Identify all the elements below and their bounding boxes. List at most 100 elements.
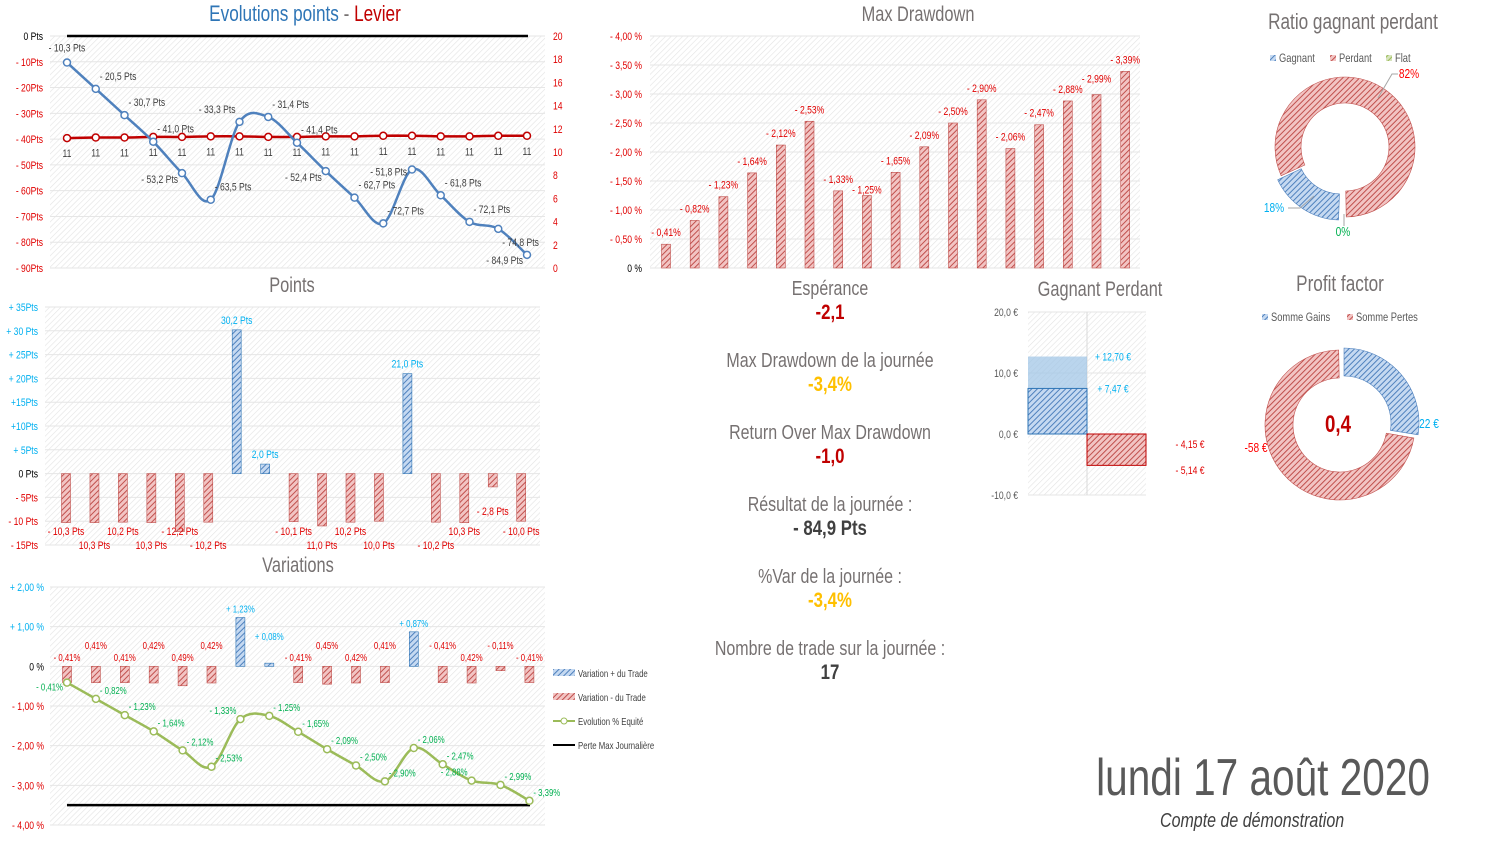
y-tick-label: 10,0 € bbox=[994, 368, 1018, 380]
y2-tick-label: 14 bbox=[553, 101, 563, 113]
legend-item: Evolution % Equité bbox=[553, 716, 643, 727]
points-data-label: - 61,8 Pts bbox=[445, 177, 482, 189]
points-data-label: - 72,7 Pts bbox=[387, 205, 424, 217]
loss-bar bbox=[118, 473, 128, 523]
points-chart: Points + 35Pts + 30 Pts + 25Pts + 20Pts +15Pt… bbox=[6, 273, 540, 552]
bar-data-label: - 0,41% bbox=[516, 652, 543, 663]
points-data-label: - 74,8 Pts bbox=[502, 237, 539, 249]
slice-pertes bbox=[1264, 349, 1415, 501]
chart-title: Ratio gagnant perdant bbox=[1268, 10, 1438, 35]
drawdown-bar bbox=[919, 146, 930, 269]
leverage-label: 11 bbox=[379, 146, 388, 158]
drawdown-bar bbox=[804, 120, 815, 269]
leverage-point bbox=[494, 131, 503, 141]
bar-data-label: - 1,65% bbox=[881, 155, 911, 167]
y-tick-label: + 5Pts bbox=[13, 445, 38, 457]
bar-data-label: - 5,14 € bbox=[1175, 465, 1205, 477]
loss-bar bbox=[89, 473, 100, 523]
bar-data-label: - 1,23% bbox=[709, 180, 739, 192]
leverage-label: 11 bbox=[63, 148, 72, 160]
leverage-label: 11 bbox=[264, 147, 273, 159]
y-tick-label: - 3,00 % bbox=[610, 89, 642, 101]
points-marker bbox=[206, 195, 215, 204]
slice-label: 82% bbox=[1399, 67, 1419, 81]
y-tick-label: - 70Pts bbox=[16, 212, 43, 224]
bar-data-label: - 0,11% bbox=[487, 640, 513, 651]
legend-label: Somme Gains bbox=[1271, 311, 1330, 324]
bar-data-label: - 12,2 Pts bbox=[161, 526, 198, 538]
loss-bar bbox=[317, 473, 327, 527]
y2-tick-label: 18 bbox=[553, 54, 563, 66]
legend-swatch bbox=[553, 693, 575, 700]
points-marker bbox=[522, 250, 532, 260]
bar-data-label: - 10,2 Pts bbox=[190, 540, 227, 552]
slice-label: -58 € bbox=[1244, 441, 1268, 455]
loss-bar bbox=[524, 666, 535, 683]
kpi-var: %Var de la journée : -3,4% bbox=[680, 566, 980, 613]
loss-bar bbox=[487, 473, 498, 488]
bar-data-label: - 10,3 Pts bbox=[48, 526, 85, 538]
y-tick-label: - 2,50 % bbox=[610, 118, 642, 130]
bar-data-label: - 2,09% bbox=[910, 130, 940, 142]
bar-data-label: 30,2 Pts bbox=[221, 315, 253, 327]
leverage-label: 11 bbox=[120, 148, 129, 160]
bar-data-label: - 10,0 Pts bbox=[503, 526, 540, 538]
equity-data-label: - 2,90% bbox=[389, 767, 416, 778]
evolution-points-chart: Evolutions points - Levier 0 Pts - 10Pts - … bbox=[16, 2, 563, 275]
title-sep: - bbox=[339, 2, 354, 27]
points-marker bbox=[62, 58, 72, 67]
equity-marker bbox=[438, 760, 447, 769]
chart-title: Evolutions points - Levier bbox=[209, 2, 401, 27]
loss-bar bbox=[431, 473, 441, 523]
bar-data-label: - 3,39% bbox=[1110, 54, 1140, 66]
leverage-label: 11 bbox=[465, 146, 474, 158]
bar-data-label: 0,41% bbox=[85, 640, 107, 651]
bar-data-label: - 0,41% bbox=[429, 640, 456, 651]
bar-data-label: 0,42% bbox=[461, 652, 483, 663]
bar-data-label: - 2,50% bbox=[938, 106, 968, 118]
points-marker bbox=[350, 193, 359, 202]
points-data-label: - 30,7 Pts bbox=[129, 97, 166, 109]
y-tick-label: - 10 Pts bbox=[8, 516, 38, 528]
equity-marker bbox=[293, 727, 303, 737]
leverage-point bbox=[120, 133, 129, 142]
legend-swatch bbox=[1386, 55, 1392, 61]
drawdown-bar bbox=[1063, 100, 1073, 269]
kpi-esperance: Espérance -2,1 bbox=[680, 278, 980, 325]
ratio-donut-chart: Ratio gagnant perdant Gagnant Perdant Flat 1… bbox=[1264, 10, 1438, 239]
bar-data-label: 10,2 Pts bbox=[107, 526, 139, 538]
leader-line bbox=[1288, 195, 1315, 209]
equity-data-label: - 2,50% bbox=[360, 752, 387, 763]
y2-tick-label: 2 bbox=[553, 240, 558, 252]
leverage-point bbox=[407, 131, 417, 141]
title-part: Levier bbox=[354, 2, 401, 27]
points-data-label: - 20,5 Pts bbox=[100, 71, 137, 83]
bar-data-label: 10,2 Pts bbox=[335, 526, 367, 538]
leverage-point bbox=[235, 132, 244, 141]
points-marker bbox=[465, 217, 474, 227]
bar-data-label: 11,0 Pts bbox=[307, 540, 338, 552]
leverage-label: 11 bbox=[91, 148, 100, 160]
leverage-point bbox=[350, 132, 359, 141]
points-marker bbox=[264, 112, 273, 122]
equity-marker bbox=[62, 678, 72, 687]
y-tick-label: - 20Pts bbox=[16, 83, 43, 95]
y-tick-label: - 40Pts bbox=[16, 134, 43, 146]
leverage-point bbox=[91, 133, 100, 142]
legend-label: Variation - du Trade bbox=[578, 692, 646, 703]
legend-item: Variation - du Trade bbox=[553, 692, 646, 703]
bar-data-label: - 2,90% bbox=[967, 83, 997, 95]
loss-bar bbox=[177, 666, 188, 687]
loss-bar bbox=[437, 666, 448, 683]
equity-marker bbox=[91, 694, 101, 704]
y-tick-label: +10Pts bbox=[11, 421, 38, 433]
kpi-max-drawdown: Max Drawdown de la journée -3,4% bbox=[680, 350, 980, 397]
bar-data-label: + 12,70 € bbox=[1095, 352, 1131, 364]
y2-tick-label: 8 bbox=[553, 170, 558, 182]
leverage-label: 11 bbox=[206, 146, 215, 158]
bar-data-label: 0,42% bbox=[143, 640, 165, 651]
chart-title: Points bbox=[269, 273, 315, 296]
legend-label: Evolution % Equité bbox=[578, 716, 643, 727]
leverage-point bbox=[379, 131, 388, 141]
